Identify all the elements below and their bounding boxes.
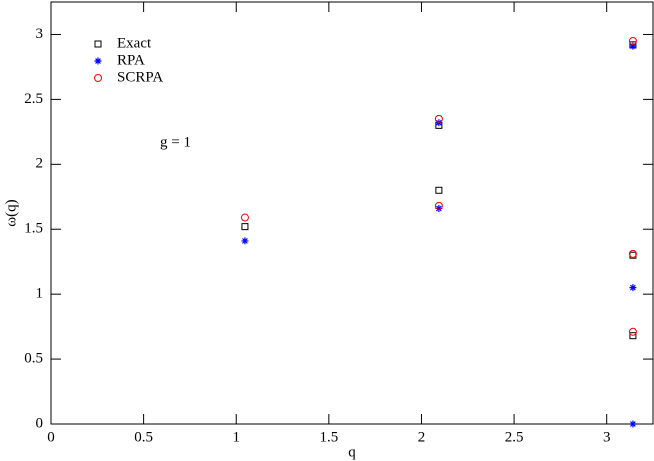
- marker-circle: [628, 249, 637, 258]
- x-tick-label: 0.5: [134, 429, 153, 445]
- marker-star: [435, 204, 443, 212]
- legend-marker: [94, 57, 102, 65]
- marker-circle: [240, 213, 249, 222]
- x-tick-label: 0: [47, 429, 55, 445]
- marker-star: [241, 237, 249, 245]
- x-tick-label: 2.5: [505, 429, 524, 445]
- legend-label: RPA: [117, 52, 145, 68]
- y-tick-label: 3: [36, 26, 44, 42]
- x-axis-label: q: [348, 444, 356, 460]
- x-tick-label: 1: [232, 429, 240, 445]
- x-tick-label: 2: [418, 429, 426, 445]
- y-tick-label: 1.5: [24, 221, 43, 237]
- marker-square: [629, 332, 637, 340]
- marker-star: [629, 42, 637, 50]
- marker-square: [241, 223, 249, 231]
- plot-frame: [50, 1, 654, 425]
- x-tick-label: 3: [603, 429, 611, 445]
- legend-marker: [94, 74, 102, 82]
- marker-circle: [628, 36, 637, 45]
- y-tick-label: 0: [36, 415, 44, 431]
- y-tick-label: 0.5: [24, 351, 43, 367]
- legend-label: Exact: [117, 35, 152, 51]
- y-axis-label: ω(q): [3, 199, 19, 226]
- marker-circle: [628, 327, 637, 336]
- legend-marker: [94, 40, 102, 48]
- y-tick-label: 2.5: [24, 91, 43, 107]
- marker-circle: [434, 201, 443, 210]
- annotation: g = 1: [160, 134, 191, 150]
- marker-star: [629, 284, 637, 292]
- marker-star: [629, 420, 637, 428]
- legend-label: SCRPA: [117, 69, 163, 85]
- y-tick-label: 1: [36, 286, 44, 302]
- x-tick-label: 1.5: [319, 429, 338, 445]
- marker-square: [435, 186, 443, 194]
- marker-circle: [434, 114, 443, 123]
- y-tick-label: 2: [36, 156, 44, 172]
